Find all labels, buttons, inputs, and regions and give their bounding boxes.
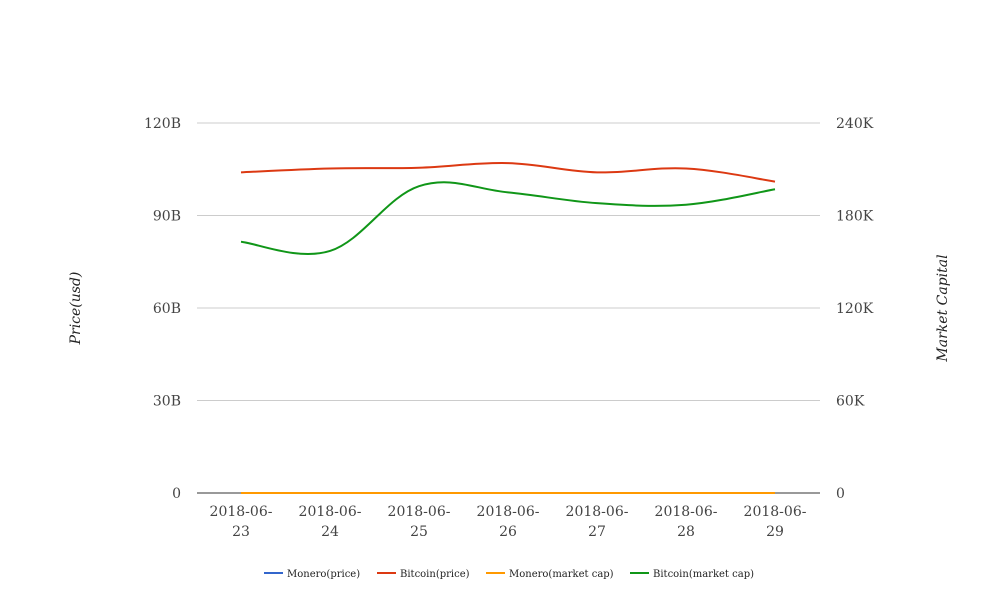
series-lines — [240, 161, 776, 495]
x-tick-label: 2018-06- 29 — [744, 504, 807, 540]
x-tick-label-line: 2018-06- — [744, 504, 807, 520]
x-tick-label-line: 2018-06- — [477, 504, 540, 520]
x-tick-label: 2018-06- 25 — [388, 504, 451, 540]
x-tick-label-line: 2018-06- — [210, 504, 273, 520]
y2-tick-label: 240K — [836, 116, 874, 132]
x-tick-label: 2018-06- 27 — [566, 504, 629, 540]
x-tick-label-line: 24 — [321, 524, 339, 540]
x-tick-label-line: 29 — [766, 524, 784, 540]
y-tick-label: 90B — [153, 209, 181, 225]
legend-label: Bitcoin(market cap) — [653, 569, 754, 580]
x-tick-label: 2018-06- 23 — [210, 504, 273, 540]
legend: Monero(price) Bitcoin(price) Monero(market… — [264, 569, 754, 580]
x-tick-label-line: 28 — [677, 524, 695, 540]
y-tick-label: 60B — [153, 301, 181, 317]
y-axis-right-title: Market Capital — [935, 254, 951, 362]
x-tick-label-line: 2018-06- — [566, 504, 629, 520]
y-axis-left-ticks: 0 30B 60B 90B 120B — [144, 116, 181, 502]
x-tick-label: 2018-06- 28 — [655, 504, 718, 540]
legend-label: Monero(market cap) — [509, 569, 614, 580]
x-axis-ticks: 2018-06- 23 2018-06- 24 2018-06- 25 2018-06- 26… — [210, 504, 807, 540]
series-line-bitcoin-market-cap — [240, 181, 776, 255]
y-axis-left-title: Price(usd) — [68, 272, 84, 346]
y-tick-label: 30B — [153, 394, 181, 410]
x-tick-label-line: 23 — [232, 524, 250, 540]
y2-tick-label: 60K — [836, 394, 865, 410]
x-tick-label-line: 2018-06- — [299, 504, 362, 520]
x-tick-label: 2018-06- 26 — [477, 504, 540, 540]
y-tick-label: 120B — [144, 116, 181, 132]
x-tick-label-line: 2018-06- — [388, 504, 451, 520]
legend-label: Monero(price) — [287, 569, 360, 580]
x-tick-label-line: 2018-06- — [655, 504, 718, 520]
x-tick-label-line: 26 — [499, 524, 517, 540]
x-tick-label-line: 25 — [410, 524, 428, 540]
y2-tick-label: 180K — [836, 209, 874, 225]
x-tick-label: 2018-06- 24 — [299, 504, 362, 540]
y2-tick-label: 0 — [836, 486, 845, 502]
y-axis-right-ticks: 0 60K 120K 180K 240K — [836, 116, 874, 502]
y2-tick-label: 120K — [836, 301, 874, 317]
gridlines — [197, 122, 820, 494]
x-tick-label-line: 27 — [588, 524, 606, 540]
legend-label: Bitcoin(price) — [400, 569, 470, 580]
y-tick-label: 0 — [172, 486, 181, 502]
series-line-bitcoin-price — [240, 161, 776, 183]
